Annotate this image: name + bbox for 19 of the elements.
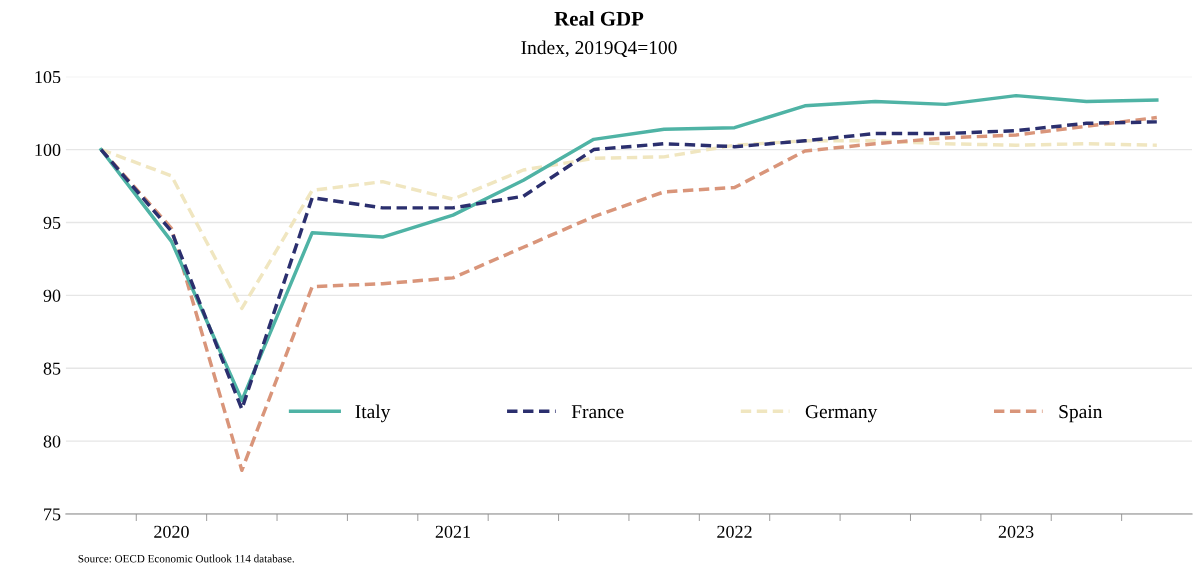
chart-subtitle: Index, 2019Q4=100	[521, 40, 677, 58]
y-tick-label: 80	[43, 435, 61, 448]
legend-label: Spain	[1059, 405, 1103, 423]
legend-label: Italy	[355, 404, 391, 423]
x-tick-label: 2022	[717, 525, 752, 538]
y-tick-label: 105	[35, 70, 61, 84]
source-note: Source: OECD Economic Outlook 114 database.	[78, 554, 294, 563]
y-tick-label: 100	[35, 143, 61, 157]
legend-label: France	[571, 405, 624, 419]
x-tick-label: 2020	[154, 525, 189, 538]
y-tick-label: 75	[44, 508, 61, 521]
y-tick-label: 85	[43, 362, 61, 375]
line-series	[99, 139, 1159, 311]
chart-title: Real GDP	[554, 11, 644, 26]
legend-label: Germany	[805, 405, 878, 423]
y-tick-label: 90	[43, 289, 61, 302]
x-tick-label: 2023	[998, 525, 1034, 538]
y-tick-label: 95	[43, 216, 61, 229]
x-tick-label: 2021	[435, 525, 470, 538]
